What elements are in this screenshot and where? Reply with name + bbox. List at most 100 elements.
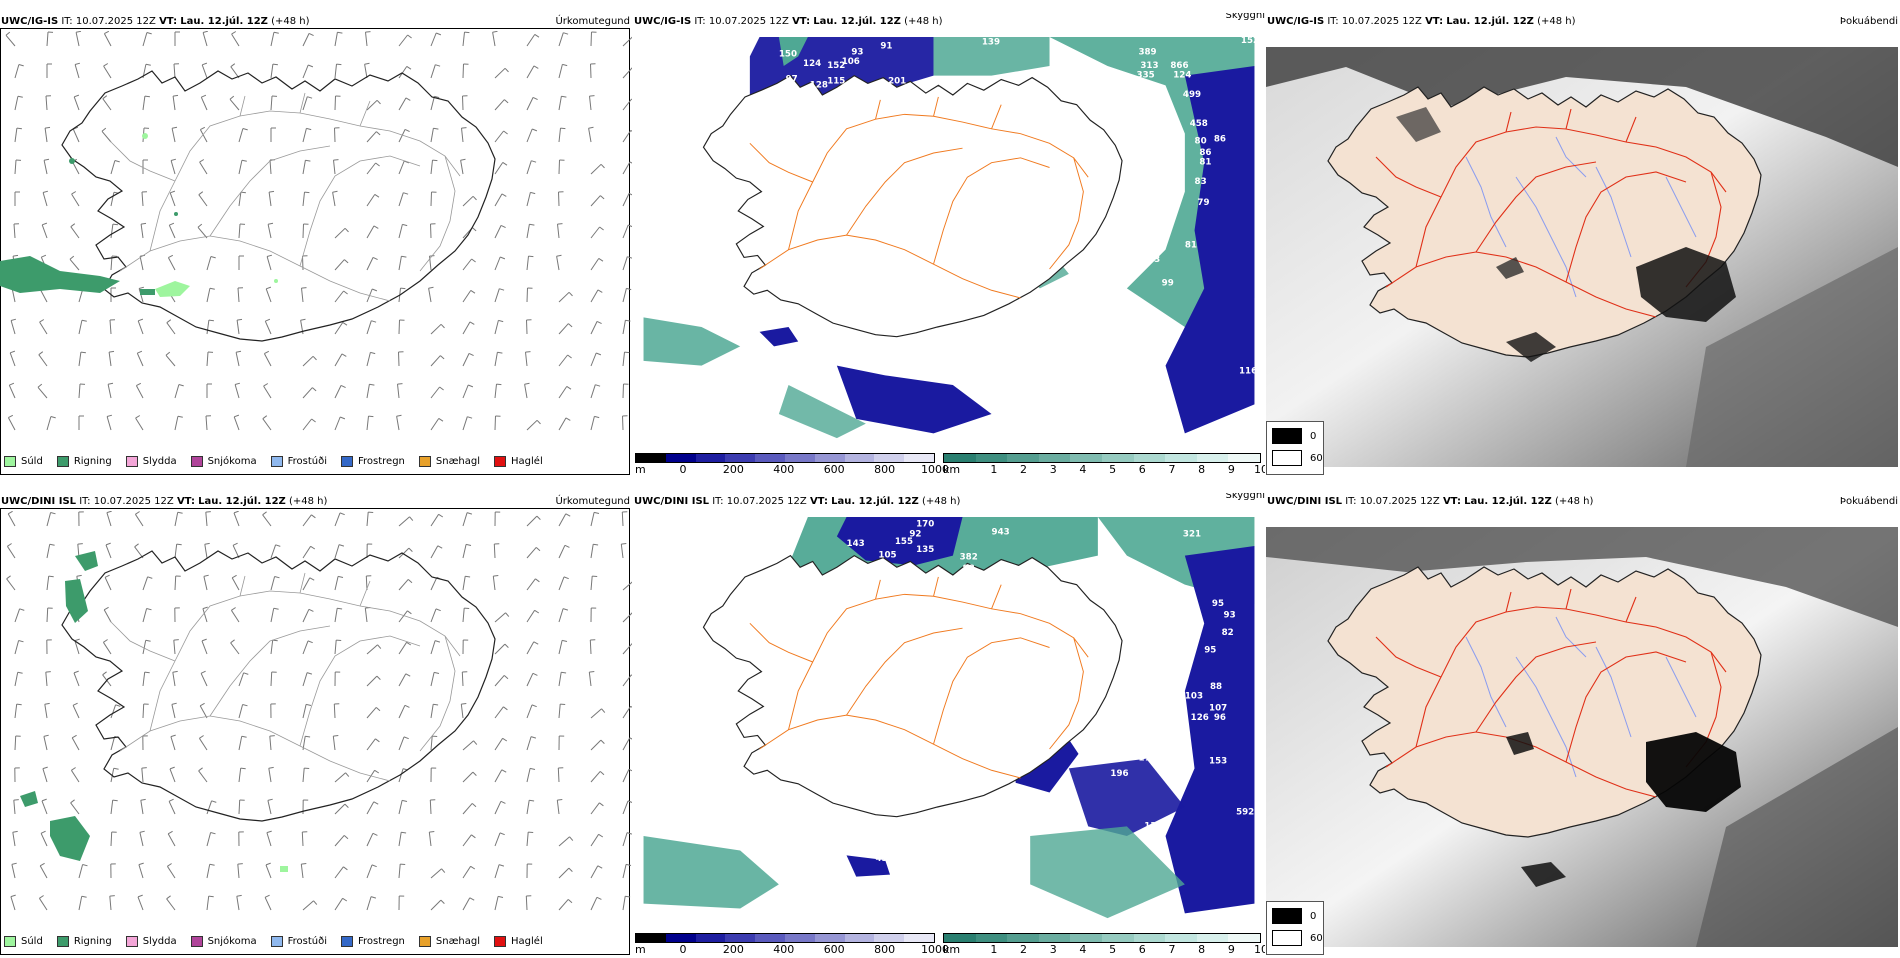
wind-barb: [495, 162, 503, 174]
wind-barb: [104, 34, 111, 46]
wind-barb-flag: [203, 607, 208, 609]
wind-barb-flag: [211, 257, 216, 258]
wind-barb: [141, 800, 143, 814]
wind-barb-flag: [135, 544, 139, 547]
wind-barb: [207, 257, 211, 271]
visibility-value-label: 81: [1185, 241, 1197, 251]
wind-barb-flag: [105, 575, 110, 577]
wind-barb-flag: [40, 863, 44, 866]
colorbar-tick-label: 10: [1254, 463, 1265, 476]
colorbar-step: [904, 934, 934, 942]
wind-barb: [591, 771, 600, 782]
panel-header: UWC/IG-IS IT: 10.07.2025 12Z VT: Lau. 12…: [1266, 13, 1900, 31]
legend-swatch: [494, 936, 506, 947]
wind-barb: [202, 641, 207, 654]
wind-barb: [231, 610, 239, 622]
wind-barb: [202, 65, 207, 78]
wind-barb-flag: [600, 771, 604, 774]
wind-barb: [39, 355, 47, 366]
wind-barb-flag: [309, 33, 314, 35]
wind-barb-flag: [570, 837, 573, 841]
wind-barb: [15, 641, 19, 655]
wind-barb: [431, 387, 440, 398]
wind-barb: [143, 704, 144, 718]
panel-title: Þokuábendi: [1840, 13, 1898, 31]
wind-barb-flag: [242, 736, 247, 737]
colorbar-step: [785, 454, 815, 462]
wind-barb: [495, 100, 504, 110]
fog-legend-row: 60: [1272, 450, 1323, 466]
wind-barb: [303, 224, 304, 238]
visibility-value-label: 96: [1214, 713, 1226, 723]
wind-barb-flag: [498, 320, 503, 321]
legend-swatch: [191, 456, 203, 467]
fog-indicator-legend: 0 60: [1266, 901, 1324, 955]
colorbar-step: [815, 934, 845, 942]
wind-barb-flag: [473, 772, 477, 776]
wind-barb: [143, 577, 148, 590]
wind-barb-flag: [113, 800, 118, 801]
wind-barb-flag: [504, 100, 508, 103]
visibility-value-label: 107: [1209, 703, 1227, 713]
wind-barb: [238, 864, 239, 878]
wind-barb-flag: [625, 320, 630, 321]
wind-barb: [557, 800, 559, 814]
wind-barb-flag: [7, 544, 11, 547]
wind-barb-flag: [209, 320, 214, 321]
wind-barb: [335, 867, 343, 878]
wind-barb-flag: [236, 351, 241, 352]
wind-barb-flag: [103, 96, 107, 99]
wind-barb-flag: [137, 351, 142, 353]
wind-barb-flag: [502, 770, 506, 772]
wind-barb-flag: [263, 416, 267, 419]
wind-barb: [527, 832, 528, 846]
wind-barb-flag: [306, 128, 311, 129]
lead-time: (+48 h): [904, 16, 942, 27]
wind-barb-flag: [502, 194, 506, 197]
wind-barb: [231, 643, 239, 654]
wind-barb: [399, 705, 405, 718]
colorbar-step: [904, 454, 934, 462]
wind-barb: [431, 356, 440, 366]
wind-barb-flag: [200, 703, 204, 706]
wind-barb-flag: [212, 801, 217, 803]
wind-barb: [559, 128, 561, 142]
visibility-value-label: 179: [1138, 754, 1156, 764]
visibility-value-label: 126: [1191, 713, 1209, 723]
wind-barb: [205, 544, 207, 558]
legend-item: Frostúði: [271, 936, 327, 947]
colorbar-step: [1134, 454, 1166, 462]
wind-barb: [559, 386, 567, 398]
legend-label: Haglél: [511, 456, 543, 467]
legend-item: Frostregn: [341, 456, 405, 467]
fog-legend-label: 0: [1310, 911, 1316, 922]
panel-header: UWC/IG-IS IT: 10.07.2025 12Z VT: Lau. 12…: [0, 13, 632, 31]
legend-item: Súld: [4, 936, 43, 947]
wind-barb: [303, 578, 310, 590]
wind-barb: [174, 64, 175, 78]
wind-barb: [264, 354, 271, 366]
wind-barb-flag: [530, 768, 535, 769]
wind-barb-flag: [628, 225, 632, 227]
colorbar-step: [976, 934, 1008, 942]
wind-barb-flag: [343, 867, 347, 870]
legend-item: Frostúði: [271, 456, 327, 467]
fog-legend-swatch: [1272, 450, 1302, 466]
wind-barb: [166, 355, 175, 366]
wind-barb: [43, 193, 47, 207]
visibility-value-label: 201: [888, 76, 906, 86]
wind-barb: [591, 353, 596, 366]
wind-barb: [367, 512, 368, 526]
visibility-value-label: 313: [1140, 61, 1158, 71]
wind-barb-flag: [19, 641, 24, 642]
wind-barb: [47, 608, 48, 622]
legend-item: Snjókoma: [191, 456, 257, 467]
wind-barb: [335, 32, 337, 46]
wind-barb: [431, 641, 435, 654]
wind-barb-flag: [562, 640, 567, 641]
wind-barb-flag: [374, 226, 378, 229]
wind-barb: [301, 864, 303, 878]
wind-barb: [431, 609, 436, 622]
